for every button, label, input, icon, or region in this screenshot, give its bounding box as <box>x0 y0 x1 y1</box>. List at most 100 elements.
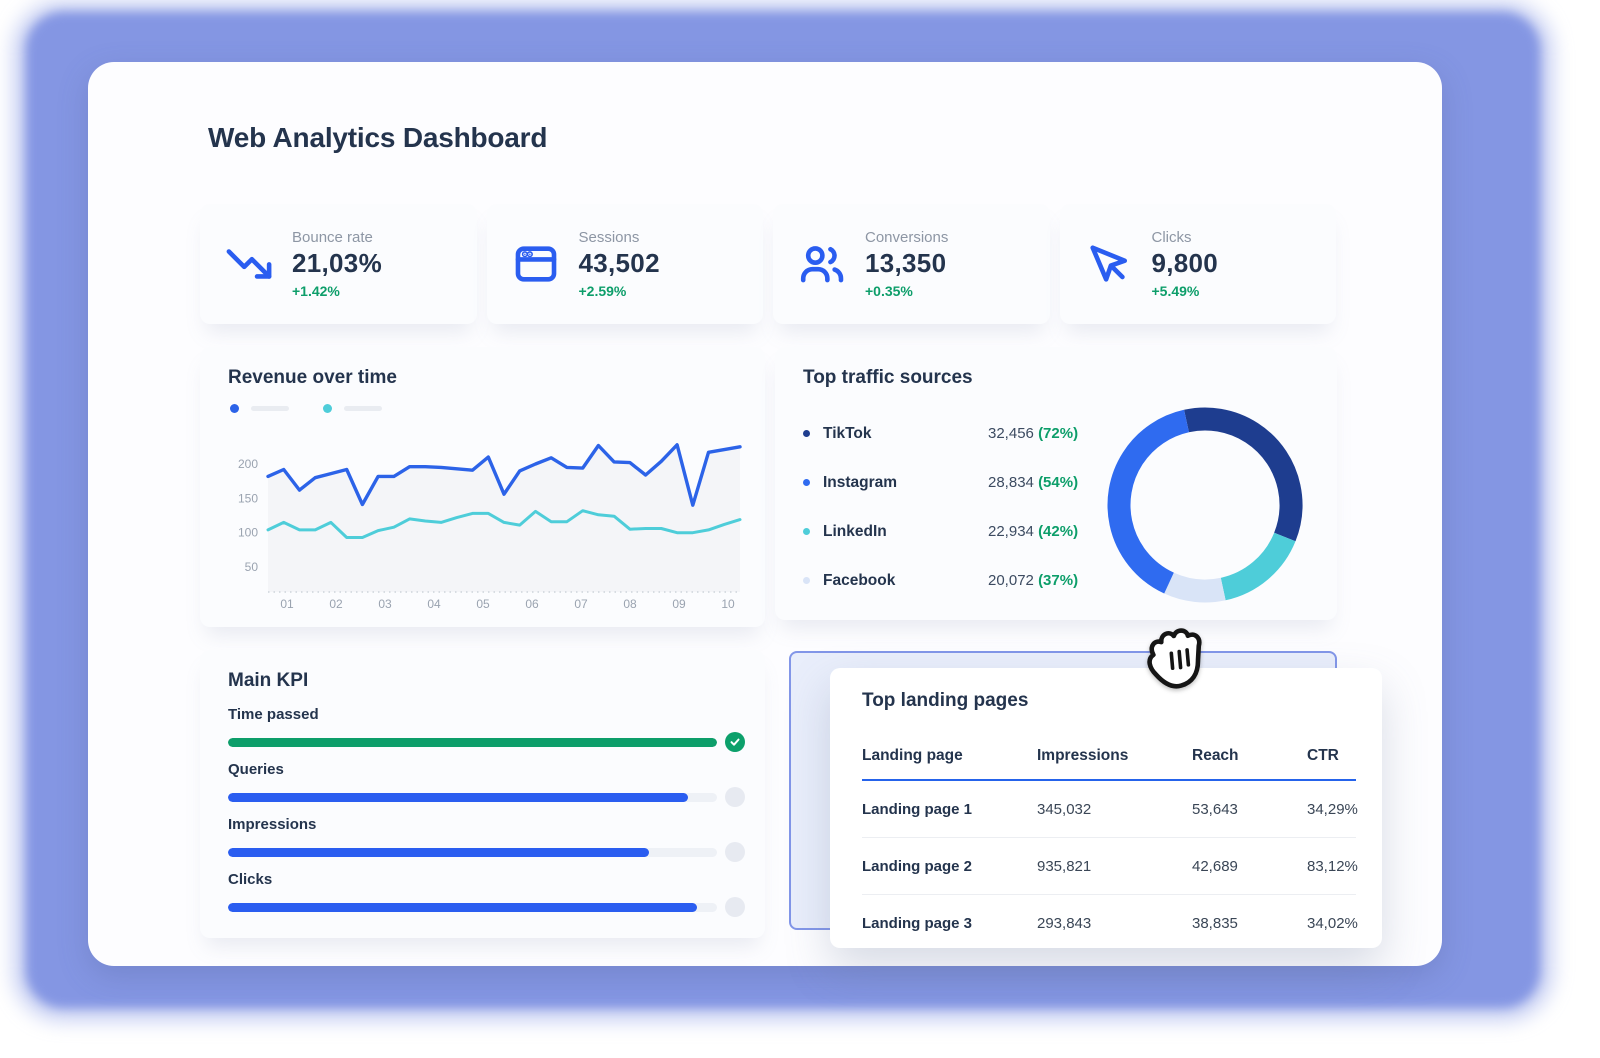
kpi-status-circle <box>725 897 745 917</box>
traffic-value-number: 32,456 <box>988 425 1034 442</box>
page-title: Web Analytics Dashboard <box>208 122 548 153</box>
stat-cards-row: Bounce rate 21,03% +1.42% Sessions 43,50… <box>200 204 1336 324</box>
traffic-value-percent: (54%) <box>1038 474 1079 491</box>
traffic-source-name: LinkedIn <box>823 522 887 540</box>
stat-card-bounce-rate: Bounce rate 21,03% +1.42% <box>200 204 477 324</box>
trending-down-icon <box>226 241 272 287</box>
kpi-progress-track <box>228 737 717 747</box>
stat-label: Conversions <box>865 229 949 246</box>
stat-delta: +2.59% <box>578 283 627 299</box>
stat-value: 9,800 <box>1151 248 1219 278</box>
traffic-source-facebook: Facebook 20,072 (37%) <box>803 556 1083 605</box>
stat-card-sessions: Sessions 43,502 +2.59% <box>486 204 763 324</box>
traffic-source-name: Instagram <box>823 473 898 491</box>
stat-card-conversions: Conversions 13,350 +0.35% <box>773 204 1050 324</box>
kpi-label: Queries <box>228 761 284 778</box>
svg-text:07: 07 <box>574 597 588 611</box>
traffic-source-value: 20,072 (37%) <box>988 572 1078 589</box>
traffic-value-number: 22,934 <box>988 523 1034 540</box>
svg-text:09: 09 <box>672 597 686 611</box>
cell-landing-page: Landing page 2 <box>862 857 973 875</box>
stat-value: 21,03% <box>292 248 382 278</box>
table-row: Landing page 2 935,821 42,689 83,12% <box>862 838 1358 895</box>
stat-text: Bounce rate 21,03% +1.42% <box>292 229 382 299</box>
traffic-source-name: TikTok <box>823 424 872 442</box>
stat-label: Clicks <box>1151 229 1192 246</box>
stat-delta: +1.42% <box>292 283 340 299</box>
landing-pages-table: Landing page Impressions Reach CTR Landi… <box>862 744 1358 952</box>
traffic-source-value: 32,456 (72%) <box>988 425 1078 442</box>
traffic-value-percent: (72%) <box>1038 425 1079 442</box>
top-traffic-sources-card: Top traffic sources TikTok 32,456 (72%) … <box>775 347 1337 620</box>
cell-impressions: 935,821 <box>1037 857 1092 875</box>
svg-text:200: 200 <box>238 457 258 471</box>
cell-landing-page: Landing page 3 <box>862 915 973 932</box>
donut-segment-facebook <box>1107 407 1303 603</box>
cursor-icon <box>1086 241 1132 287</box>
traffic-source-linkedin: LinkedIn 22,934 (42%) <box>803 507 1083 556</box>
svg-text:150: 150 <box>238 491 258 505</box>
landing-card-title: Top landing pages <box>862 690 1029 711</box>
stat-value: 13,350 <box>865 248 947 278</box>
traffic-sources-list: TikTok 32,456 (72%) Instagram 28,834 (54… <box>803 409 1083 605</box>
traffic-value-number: 20,072 <box>988 572 1034 589</box>
revenue-card-title: Revenue over time <box>228 367 397 388</box>
stat-text: Conversions 13,350 +0.35% <box>865 229 948 299</box>
stat-label: Sessions <box>578 229 640 246</box>
traffic-source-value: 22,934 (42%) <box>988 523 1078 540</box>
traffic-source-name: Facebook <box>823 571 896 589</box>
grab-cursor-icon <box>1136 628 1214 694</box>
svg-text:06: 06 <box>525 597 539 611</box>
users-icon <box>799 241 845 287</box>
kpi-progress-track <box>228 792 717 802</box>
kpi-row-queries: Queries <box>228 761 745 807</box>
kpi-progress-fill <box>228 902 698 912</box>
top-landing-pages-card[interactable]: Top landing pages Landing page Impressio… <box>830 668 1382 948</box>
legend-placeholder <box>251 406 289 411</box>
traffic-value-percent: (42%) <box>1038 523 1079 540</box>
stat-delta: +0.35% <box>865 283 913 299</box>
revenue-chart-legend <box>230 404 382 413</box>
tiktok-dot-icon <box>803 430 810 437</box>
stat-label: Bounce rate <box>292 229 373 246</box>
kpi-bar-row <box>228 732 745 752</box>
kpi-bar-row <box>228 897 745 917</box>
instagram-dot-icon <box>803 479 810 486</box>
column-header-reach: Reach <box>1192 746 1239 764</box>
kpi-row-time-passed: Time passed <box>228 706 745 752</box>
svg-text:100: 100 <box>238 526 258 540</box>
legend-placeholder <box>344 406 382 411</box>
donut-segment-tiktok <box>1107 407 1303 603</box>
svg-text:05: 05 <box>476 597 490 611</box>
table-row: Landing page 3 293,843 38,835 34,02% <box>862 895 1358 952</box>
stat-text: Sessions 43,502 +2.59% <box>579 229 660 299</box>
stat-text: Clicks 9,800 +5.49% <box>1152 229 1219 299</box>
kpi-progress-fill <box>228 847 649 857</box>
cell-landing-page: Landing page 1 <box>862 800 973 818</box>
linkedin-dot-icon <box>803 528 810 535</box>
legend-dot-blue <box>230 404 239 413</box>
column-header-landing-page: Landing page <box>862 746 963 764</box>
browser-icon <box>513 241 559 287</box>
kpi-progress-track <box>228 902 717 912</box>
kpi-label: Time passed <box>228 706 319 723</box>
cell-impressions: 293,843 <box>1037 915 1092 932</box>
kpi-row-impressions: Impressions <box>228 816 745 862</box>
cell-reach: 53,643 <box>1192 800 1238 818</box>
kpi-status-circle <box>725 787 745 807</box>
column-header-ctr: CTR <box>1307 746 1339 764</box>
kpi-bar-row <box>228 842 745 862</box>
traffic-donut-chart <box>1105 405 1305 605</box>
svg-text:04: 04 <box>427 597 441 611</box>
traffic-source-value: 28,834 (54%) <box>988 474 1078 491</box>
stat-card-clicks: Clicks 9,800 +5.49% <box>1059 204 1336 324</box>
column-header-impressions: Impressions <box>1037 746 1129 764</box>
kpi-label: Clicks <box>228 871 273 888</box>
svg-text:02: 02 <box>329 597 343 611</box>
kpi-status-circle <box>725 842 745 862</box>
revenue-line-chart: 200 150 100 50 01 02 03 04 05 06 07 08 09 10 <box>238 443 742 611</box>
legend-dot-teal <box>323 404 332 413</box>
svg-text:10: 10 <box>721 597 735 611</box>
cell-impressions: 345,032 <box>1037 800 1092 818</box>
kpi-progress-fill <box>228 792 688 802</box>
